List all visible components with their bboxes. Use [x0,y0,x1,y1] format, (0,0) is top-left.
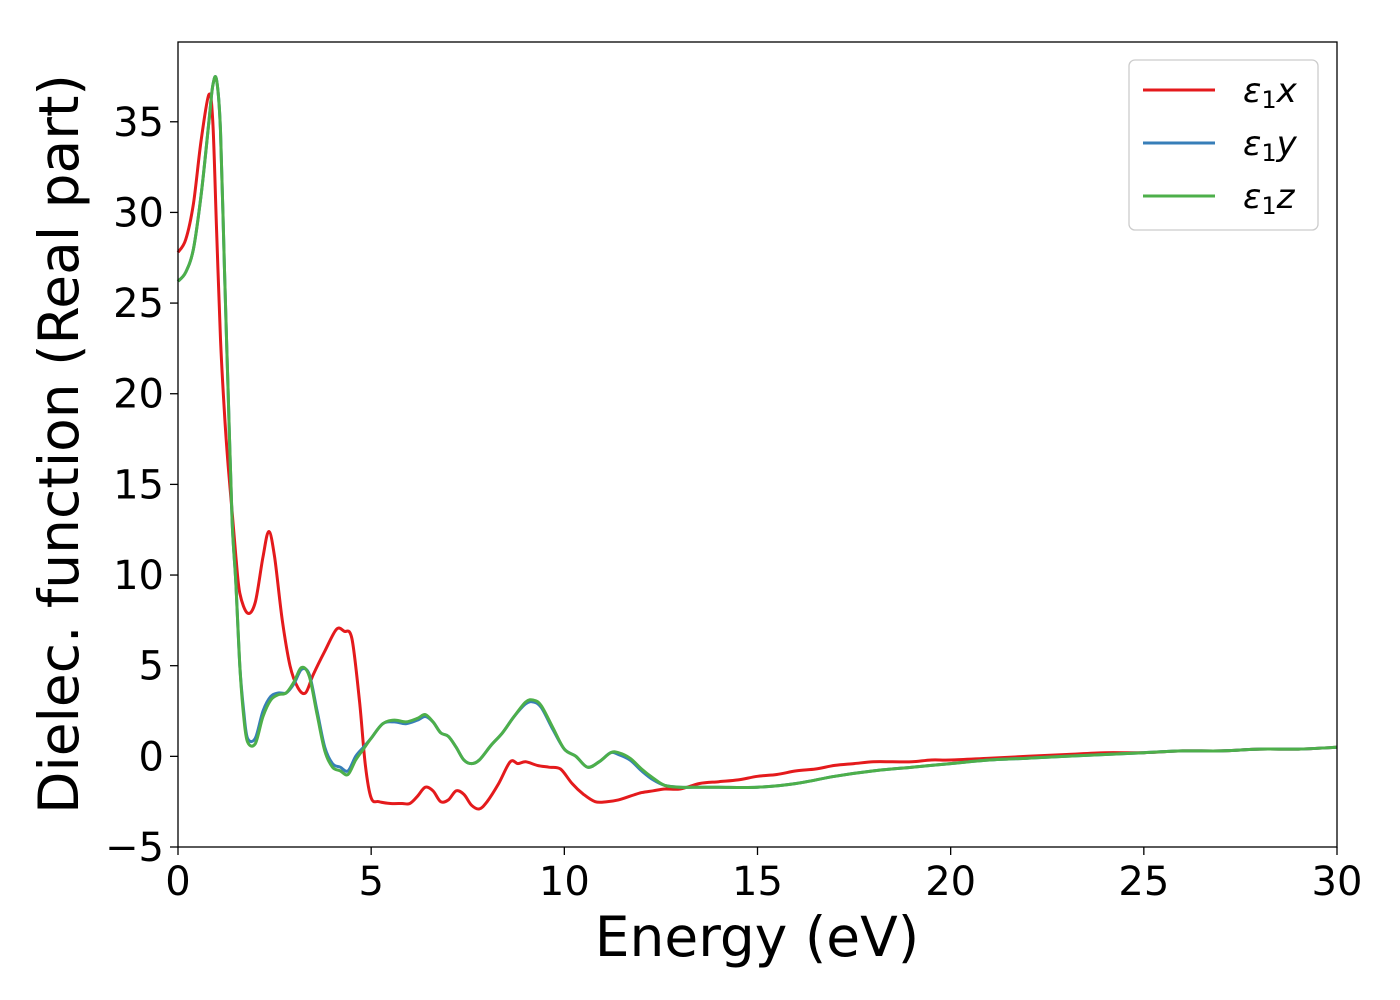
x-tick-label: 0 [165,859,190,905]
y-tick-label: 30 [113,190,164,236]
y-tick-label: 10 [113,553,164,599]
x-axis-title: Energy (eV) [595,905,919,969]
x-axis-ticks: 0 5 10 15 20 25 30 [165,847,1362,905]
x-tick-label: 5 [358,859,383,905]
legend-label-z: ε1z [1243,177,1296,220]
y-axis-title: Dielec. function (Real part) [27,74,91,814]
series-line-x [176,92,1338,811]
y-tick-label: 20 [113,372,164,418]
legend-label-x: ε1x [1243,71,1298,114]
x-tick-label: 15 [732,859,783,905]
y-tick-label: 35 [113,100,164,146]
y-tick-label: 15 [113,462,164,508]
y-axis-ticks: −5 0 5 10 15 20 25 30 35 [105,100,178,871]
y-tick-label: 5 [139,644,164,690]
x-tick-label: 10 [539,859,590,905]
y-tick-label: −5 [105,825,164,871]
legend-items: ε1x ε1y ε1z [1143,71,1298,220]
x-tick-label: 20 [925,859,976,905]
y-tick-label: 0 [139,734,164,780]
legend: ε1x ε1y ε1z [1128,59,1319,231]
x-tick-label: 25 [1118,859,1169,905]
x-tick-label: 30 [1312,859,1363,905]
series-line-z [176,75,1338,789]
y-tick-label: 25 [113,281,164,327]
series-layer [176,75,1338,811]
legend-box [1128,59,1319,231]
legend-label-y: ε1y [1243,124,1298,167]
